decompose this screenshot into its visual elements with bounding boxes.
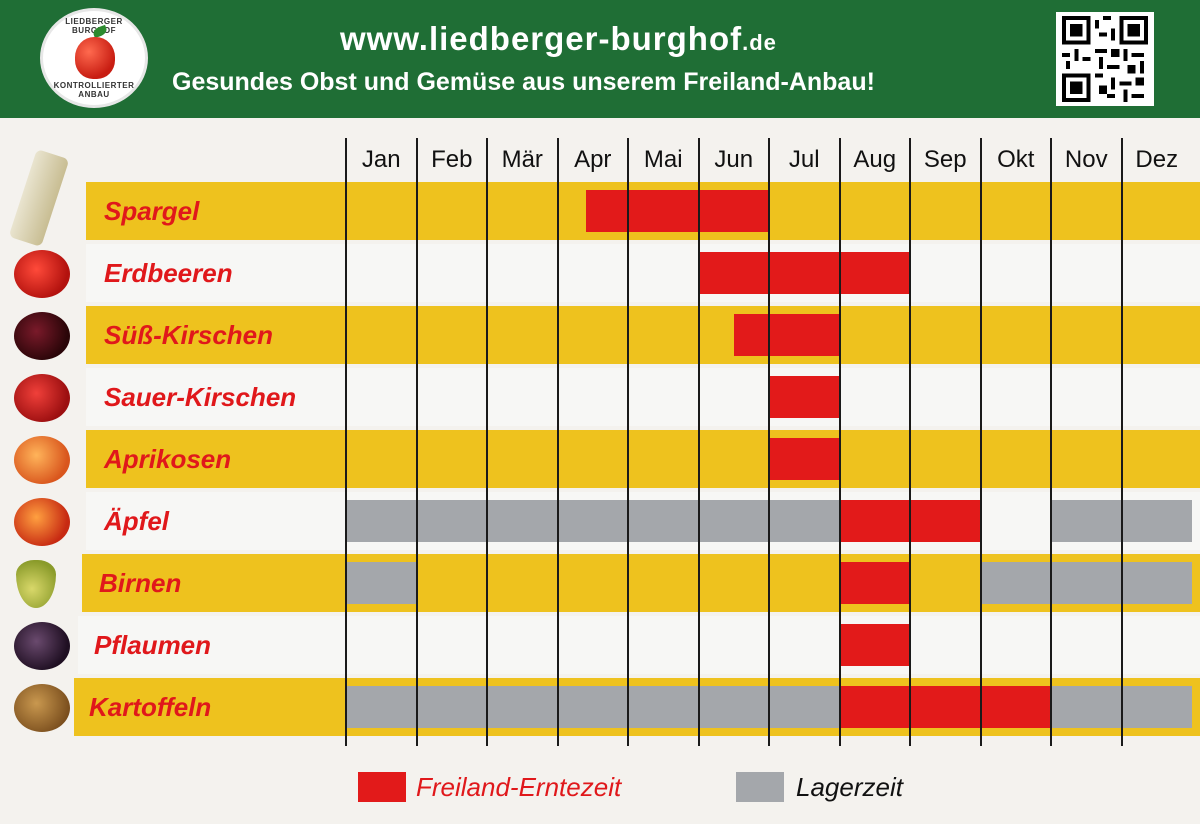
row-background bbox=[86, 306, 1200, 364]
harvest-bar bbox=[839, 562, 910, 604]
harvest-bar bbox=[769, 438, 840, 480]
plum-icon bbox=[14, 622, 70, 670]
harvest-bar bbox=[839, 686, 1051, 728]
row-background bbox=[78, 616, 1200, 674]
qr-code-icon[interactable] bbox=[1056, 12, 1154, 106]
farm-logo: LIEDBERGER BURGHOF KONTROLLIERTER ANBAU bbox=[40, 8, 148, 108]
url-tld: .de bbox=[742, 30, 777, 55]
slogan: Gesundes Obst und Gemüse aus unserem Fre… bbox=[172, 68, 875, 96]
month-header: Mai bbox=[643, 146, 683, 173]
harvest-bar bbox=[769, 376, 840, 418]
month-divider bbox=[979, 138, 982, 746]
harvest-bar bbox=[733, 314, 840, 356]
crop-label: Spargel bbox=[104, 196, 200, 226]
month-header: Aug bbox=[853, 146, 897, 173]
month-header: Apr bbox=[574, 146, 612, 173]
storage-bar bbox=[346, 562, 417, 604]
month-divider bbox=[768, 138, 770, 746]
month-divider bbox=[697, 138, 700, 746]
month-header: Jan bbox=[361, 146, 401, 173]
crop-label: Kartoffeln bbox=[89, 692, 212, 722]
month-header: Jul bbox=[788, 146, 820, 173]
logo-text-bottom: KONTROLLIERTER ANBAU bbox=[53, 81, 135, 99]
row-background bbox=[86, 430, 1200, 488]
month-divider bbox=[345, 138, 347, 746]
apple-icon bbox=[14, 498, 70, 546]
harvest-bar bbox=[839, 624, 910, 666]
apricot-icon bbox=[14, 436, 70, 484]
crop-label: Aprikosen bbox=[104, 444, 232, 474]
sweet-cherry-icon bbox=[14, 312, 70, 360]
month-divider bbox=[486, 138, 488, 746]
month-divider bbox=[909, 138, 911, 746]
crop-label: Birnen bbox=[99, 568, 182, 598]
month-header: Feb bbox=[431, 146, 473, 173]
month-divider bbox=[556, 138, 559, 746]
sour-cherry-icon bbox=[14, 374, 70, 422]
month-header: Mär bbox=[501, 146, 543, 173]
legend-swatch-storage bbox=[736, 772, 784, 802]
month-header: Jun bbox=[714, 146, 754, 173]
website-url[interactable]: www.liedberger-burghof.de bbox=[340, 20, 860, 58]
crop-label: Süß-Kirschen bbox=[104, 320, 274, 350]
month-divider bbox=[1050, 138, 1052, 746]
month-divider bbox=[838, 138, 841, 746]
legend-label-harvest: Freiland-Erntezeit bbox=[416, 772, 622, 802]
row-background bbox=[86, 368, 1200, 426]
crop-label: Pflaumen bbox=[94, 630, 212, 660]
month-header: Sep bbox=[923, 146, 967, 173]
crop-label: Erdbeeren bbox=[104, 258, 233, 288]
storage-bar bbox=[346, 686, 840, 728]
harvest-bar bbox=[585, 190, 769, 232]
potato-icon bbox=[14, 684, 70, 732]
month-header: Dez bbox=[1135, 146, 1179, 173]
header-banner: LIEDBERGER BURGHOF KONTROLLIERTER ANBAU … bbox=[0, 0, 1200, 118]
legend-swatch-harvest bbox=[358, 772, 406, 802]
month-header: Nov bbox=[1064, 146, 1108, 173]
pear-icon bbox=[16, 560, 56, 608]
asparagus-icon bbox=[8, 148, 70, 248]
crop-label: Äpfel bbox=[104, 506, 169, 536]
month-divider bbox=[415, 138, 418, 746]
crop-label: Sauer-Kirschen bbox=[104, 382, 297, 412]
url-main: www.liedberger-burghof bbox=[340, 20, 743, 57]
strawberry-icon bbox=[14, 250, 70, 298]
legend-label-storage: Lagerzeit bbox=[796, 772, 903, 802]
storage-bar bbox=[346, 500, 840, 542]
apple-logo-icon bbox=[75, 37, 115, 79]
storage-bar bbox=[980, 562, 1192, 604]
harvest-bar bbox=[698, 252, 910, 294]
month-divider bbox=[627, 138, 629, 746]
row-background bbox=[86, 244, 1200, 302]
month-divider bbox=[1120, 138, 1123, 746]
month-header: Okt bbox=[997, 146, 1035, 173]
